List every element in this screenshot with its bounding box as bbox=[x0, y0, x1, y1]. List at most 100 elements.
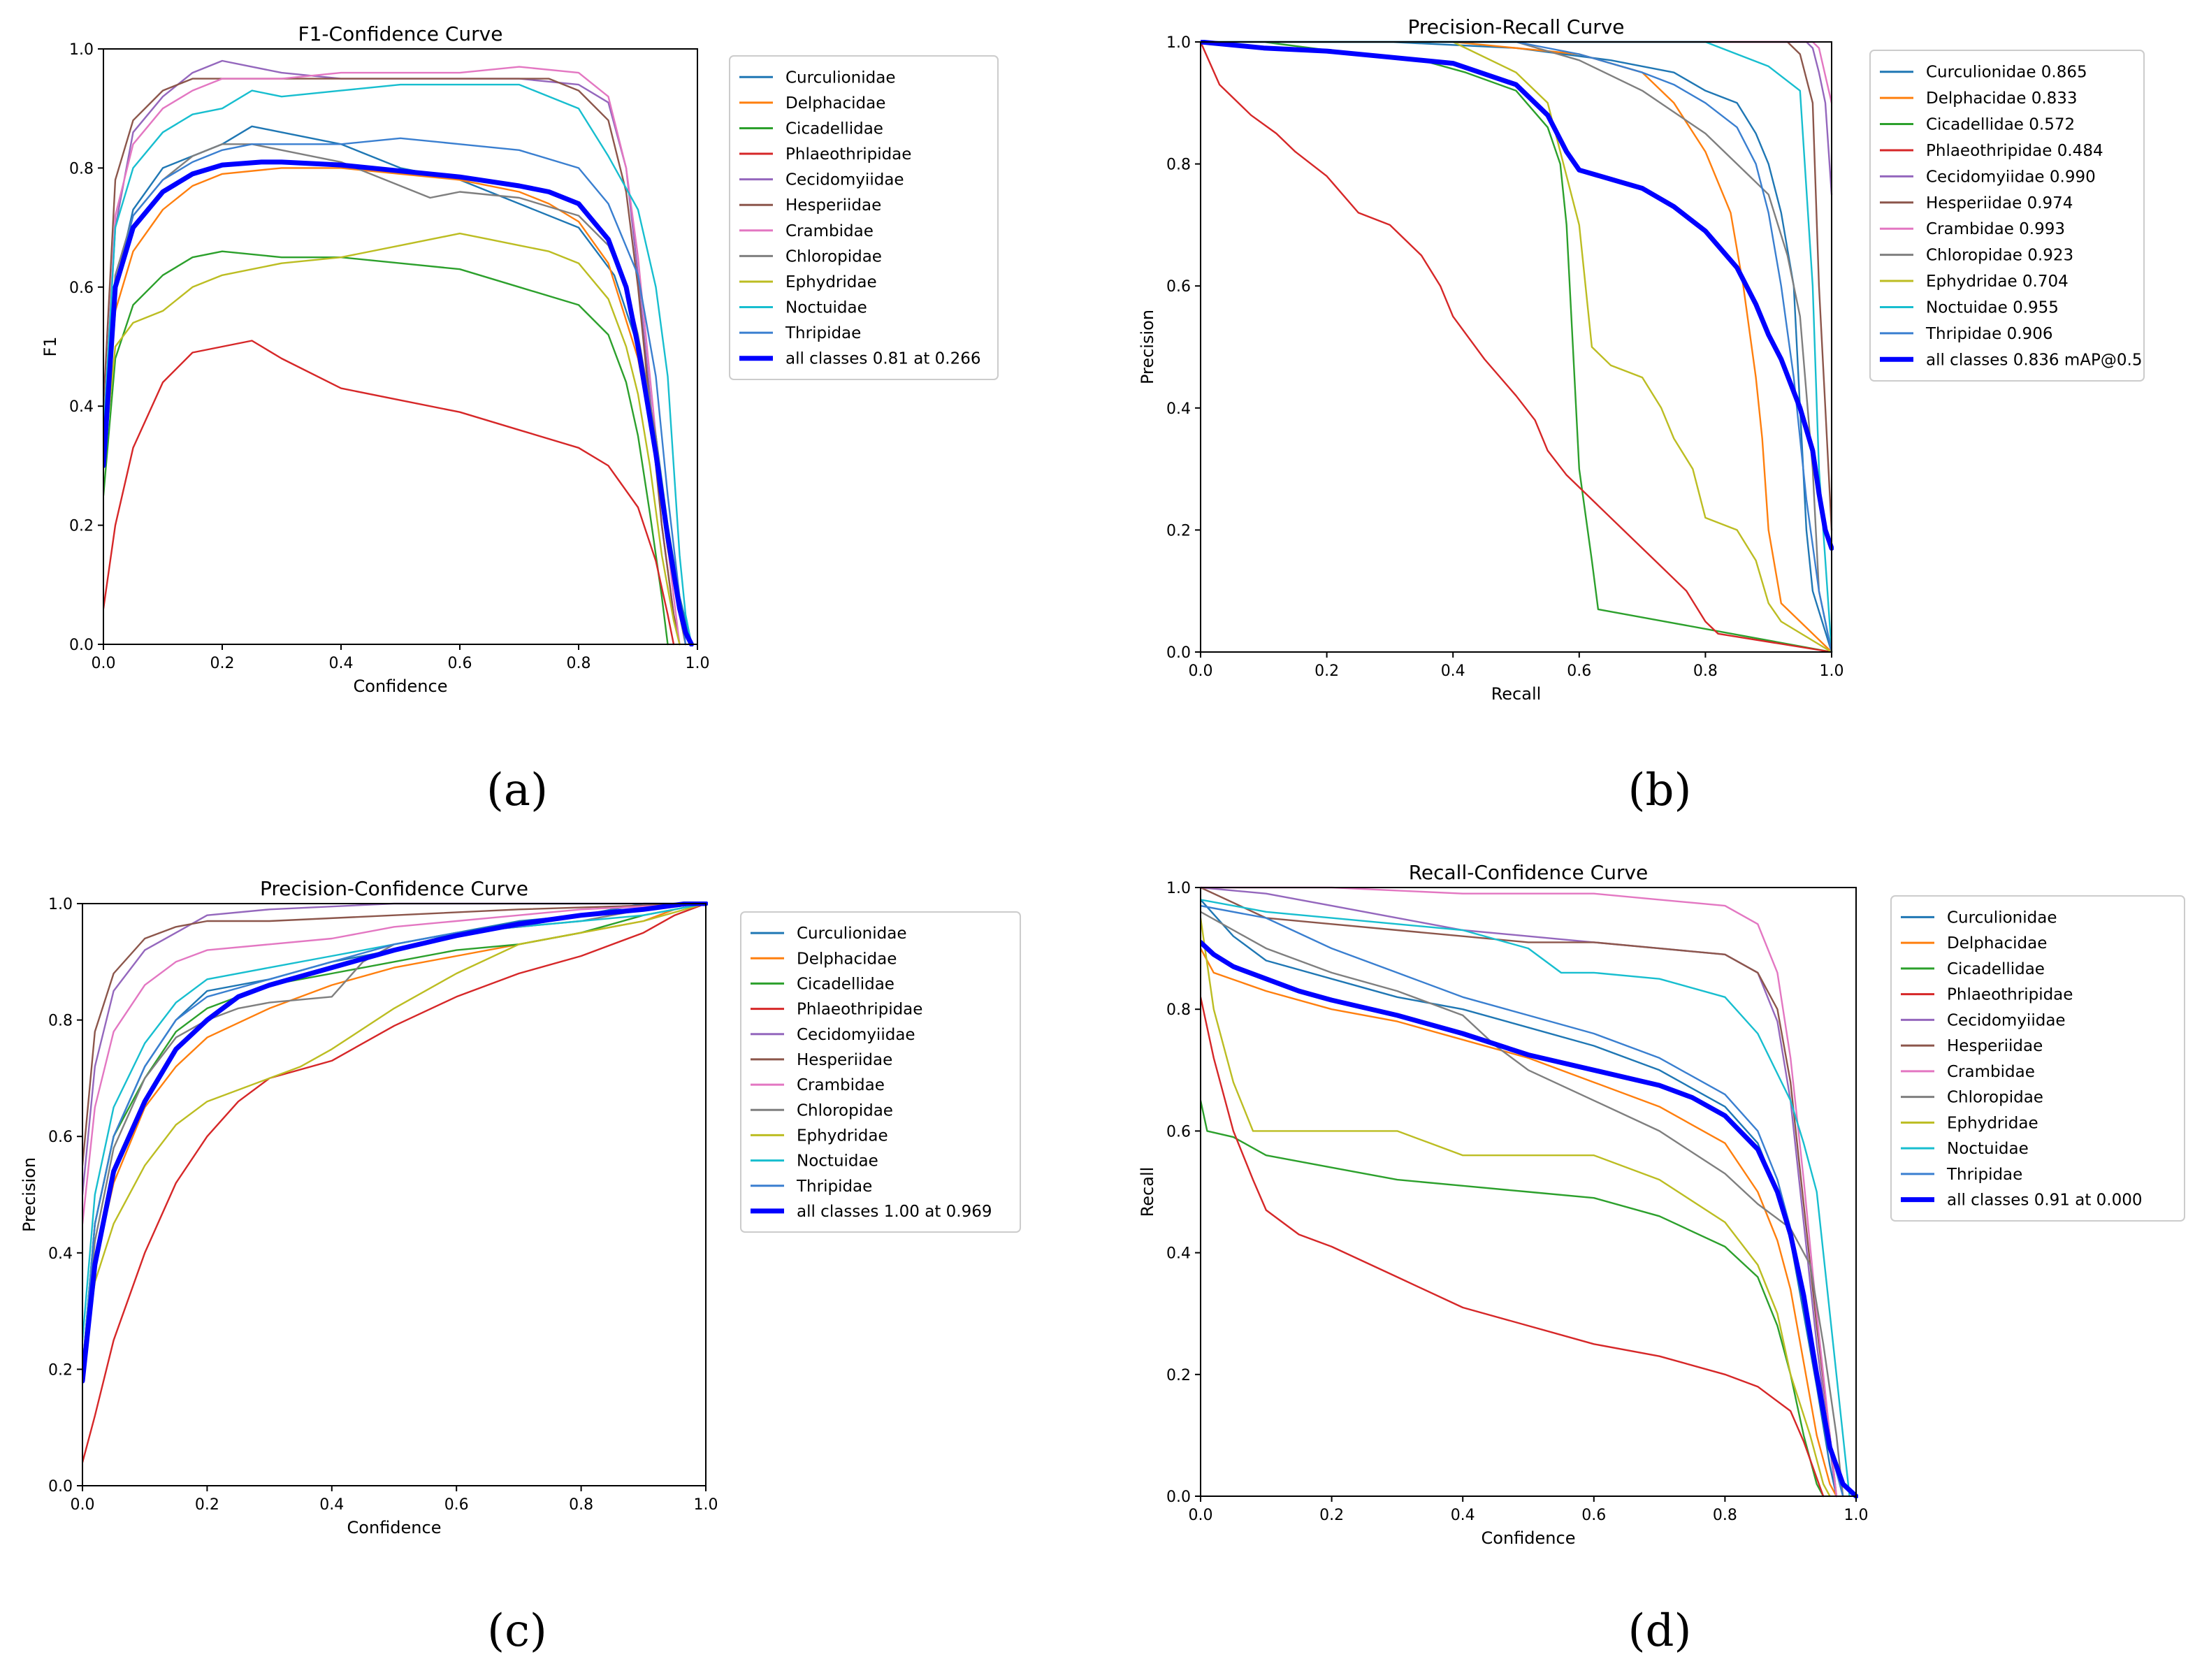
panel-label: (d) bbox=[1628, 1605, 1692, 1657]
y-tick-label: 0.8 bbox=[1166, 157, 1191, 174]
series-line-crambidae bbox=[103, 66, 681, 646]
legend-label: all classes 0.91 at 0.000 bbox=[1947, 1192, 2143, 1210]
y-axis-label: F1 bbox=[41, 336, 60, 356]
plot-frame bbox=[1200, 41, 1832, 653]
series-line-curculionidae bbox=[103, 125, 693, 646]
series-line-cicadellidae-0-572 bbox=[1201, 41, 1833, 653]
x-axis-label: Confidence bbox=[1482, 1528, 1576, 1548]
legend-label: Crambidae bbox=[785, 222, 874, 240]
chart-title: Precision-Confidence Curve bbox=[260, 877, 528, 900]
plot-frame bbox=[1200, 887, 1857, 1497]
plot-frame bbox=[103, 48, 698, 645]
legend-label: Chloropidae bbox=[797, 1101, 893, 1120]
legend-label: Phlaeothripidae bbox=[1947, 986, 2073, 1004]
x-tick-label: 0.2 bbox=[195, 1496, 219, 1514]
legend-label: Chloropidae 0.923 bbox=[1926, 247, 2073, 265]
plot-frame bbox=[82, 903, 707, 1486]
chart-title: F1-Confidence Curve bbox=[298, 22, 503, 45]
series-line-noctuidae bbox=[82, 902, 707, 1341]
legend-box bbox=[729, 55, 999, 380]
y-tick-label: 1.0 bbox=[48, 896, 73, 913]
x-tick-label: 0.2 bbox=[1314, 662, 1339, 680]
x-tick-label: 0.8 bbox=[567, 655, 591, 672]
legend-label: Thripidae bbox=[785, 324, 861, 342]
y-tick-label: 0.8 bbox=[48, 1013, 73, 1030]
series-line-chloropidae bbox=[1201, 911, 1844, 1498]
legend-label: Phlaeothripidae 0.484 bbox=[1926, 142, 2103, 160]
x-axis-label: Confidence bbox=[347, 1518, 442, 1537]
chart-c: 0.0 0.2 0.4 0.6 0.8 1.0 0.0 0.2 0.4 0.6 0.8 1.0 Prec… bbox=[20, 877, 1021, 1657]
x-tick-label: 0.8 bbox=[569, 1496, 593, 1514]
series-line-hesperiidae bbox=[1201, 886, 1838, 1498]
x-tick-label: 1.0 bbox=[1844, 1507, 1869, 1524]
series-line-all-classes-1-00-at-0-969 bbox=[82, 901, 708, 1384]
series-line-cicadellidae bbox=[82, 902, 707, 1370]
x-tick-label: 0.4 bbox=[329, 655, 354, 672]
series-line-phlaeothripidae bbox=[103, 340, 675, 646]
legend-label: Delphacidae bbox=[1947, 934, 2047, 953]
panel-label: (c) bbox=[487, 1605, 547, 1657]
legend-label: Ephydridae 0.704 bbox=[1926, 273, 2069, 291]
x-tick-label: 0.0 bbox=[92, 655, 116, 672]
series-lines bbox=[82, 901, 708, 1463]
x-tick-label: 0.4 bbox=[319, 1496, 344, 1514]
legend: Curculionidae 0.865 Delphacidae 0.833 Cica… bbox=[1869, 50, 2145, 382]
series-line-cecidomyiidae bbox=[82, 902, 707, 1196]
y-tick-label: 0.4 bbox=[69, 398, 94, 416]
legend-label: Hesperiidae bbox=[797, 1051, 892, 1069]
series-line-hesperiidae-0-974 bbox=[1201, 41, 1833, 531]
series-line-delphacidae bbox=[1201, 947, 1838, 1498]
legend-label: Cicadellidae bbox=[785, 120, 883, 138]
series-line-phlaeothripidae bbox=[82, 902, 707, 1463]
series-line-chloropidae bbox=[103, 143, 687, 646]
y-tick-label: 0.6 bbox=[48, 1129, 73, 1146]
legend-label: Hesperiidae bbox=[785, 196, 881, 215]
series-line-crambidae bbox=[82, 902, 707, 1225]
x-tick-label: 0.8 bbox=[1713, 1507, 1737, 1524]
chart-title: Recall-Confidence Curve bbox=[1409, 861, 1649, 884]
y-tick-label: 0.2 bbox=[69, 518, 94, 535]
legend-label: Cecidomyiidae bbox=[785, 171, 904, 189]
series-line-phlaeothripidae-0-484 bbox=[1201, 41, 1833, 653]
y-tick-label: 0.8 bbox=[1166, 1001, 1191, 1019]
series-line-delphacidae-0-833 bbox=[1201, 41, 1833, 653]
chart-title: Precision-Recall Curve bbox=[1407, 15, 1624, 38]
x-tick-label: 0.4 bbox=[1451, 1507, 1475, 1524]
series-line-all-classes-0-836-map-0-5 bbox=[1201, 40, 1834, 551]
x-tick-label: 1.0 bbox=[1820, 662, 1844, 680]
legend-label: Curculionidae 0.865 bbox=[1926, 64, 2087, 82]
series-line-thripidae bbox=[103, 137, 687, 646]
x-tick-label: 0.0 bbox=[1189, 662, 1213, 680]
x-tick-label: 1.0 bbox=[686, 655, 710, 672]
y-tick-label: 0.2 bbox=[48, 1361, 73, 1379]
series-line-all-classes-0-91-at-0-000 bbox=[1201, 939, 1858, 1498]
series-line-cecidomyiidae-0-990 bbox=[1201, 41, 1833, 196]
series-line-chloropidae bbox=[82, 902, 707, 1370]
y-tick-label: 0.2 bbox=[1166, 1367, 1191, 1384]
series-line-noctuidae bbox=[103, 83, 693, 646]
series-lines bbox=[1201, 886, 1858, 1498]
legend-label: all classes 1.00 at 0.969 bbox=[797, 1203, 992, 1221]
series-line-noctuidae-0-955 bbox=[1201, 41, 1833, 653]
legend-label: Phlaeothripidae bbox=[785, 145, 911, 164]
legend-label: Thripidae bbox=[796, 1178, 872, 1196]
y-tick-label: 1.0 bbox=[1166, 34, 1191, 52]
legend-label: Delphacidae bbox=[797, 950, 897, 968]
legend-label: Cicadellidae bbox=[797, 975, 894, 993]
y-tick-label: 0.6 bbox=[69, 280, 94, 297]
series-line-thripidae bbox=[1201, 904, 1844, 1498]
y-tick-label: 1.0 bbox=[1166, 880, 1191, 897]
y-tick-label: 1.0 bbox=[69, 41, 94, 59]
legend-label: Crambidae bbox=[1947, 1063, 2035, 1081]
series-line-ephydridae bbox=[1201, 917, 1831, 1498]
legend: Curculionidae Delphacidae Cicadellidae Phla… bbox=[1890, 895, 2185, 1222]
legend: Curculionidae Delphacidae Cicadellidae Phla… bbox=[729, 55, 999, 380]
legend-label: Noctuidae 0.955 bbox=[1926, 298, 2059, 317]
series-line-thripidae bbox=[82, 902, 707, 1370]
chart-a: 0.0 0.2 0.4 0.6 0.8 1.0 0.0 0.2 0.4 0.6 0.8 1.0 F1-C… bbox=[41, 22, 999, 816]
legend-label: Cecidomyiidae bbox=[1947, 1011, 2066, 1029]
series-line-noctuidae bbox=[1201, 899, 1850, 1498]
series-line-hesperiidae bbox=[82, 902, 707, 1166]
x-tick-label: 0.8 bbox=[1693, 662, 1718, 680]
